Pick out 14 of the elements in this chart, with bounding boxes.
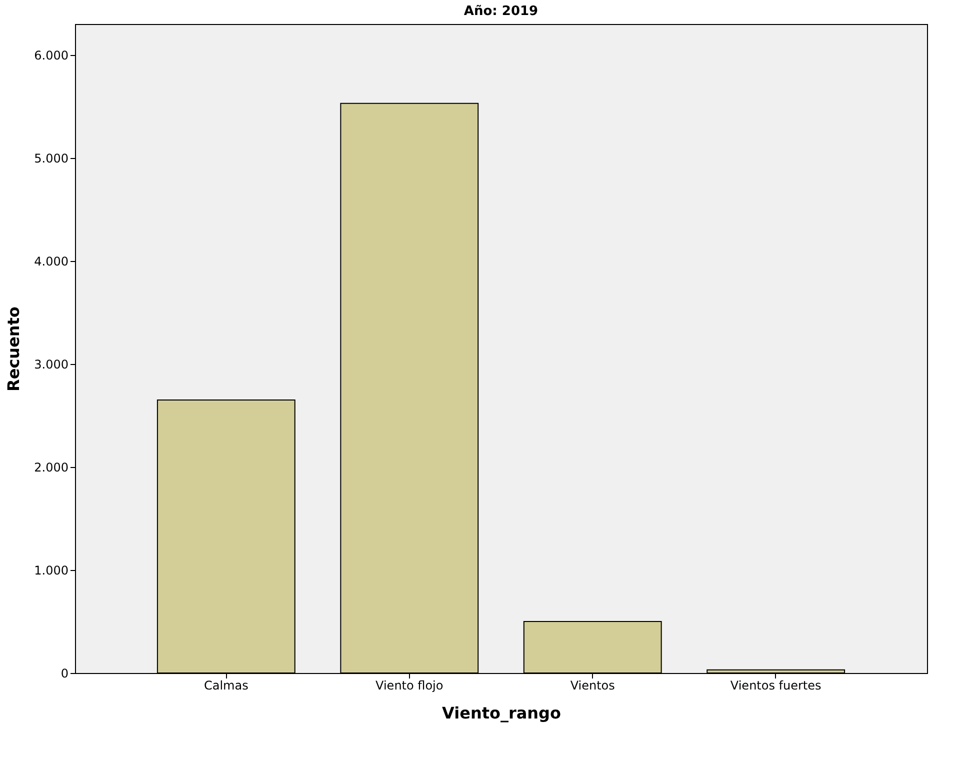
chart-title: Año: 2019 [464,4,538,19]
y-tick-label: 5.000 [34,151,68,166]
y-tick-label: 1.000 [34,563,68,578]
x-tick-label: Viento flojo [376,678,444,692]
y-axis-title: Recuento [4,306,24,392]
x-axis-title: Viento_rango [442,704,561,722]
y-tick-label: 3.000 [34,357,68,372]
x-tick-label: Vientos fuertes [730,678,822,692]
x-tick-label: Calmas [204,678,248,692]
y-tick-label: 4.000 [34,254,68,268]
y-tick-label: 0 [60,666,68,680]
x-tick-label: Vientos [570,678,615,692]
y-tick-label: 6.000 [34,48,68,62]
y-tick-label: 2.000 [34,460,68,474]
